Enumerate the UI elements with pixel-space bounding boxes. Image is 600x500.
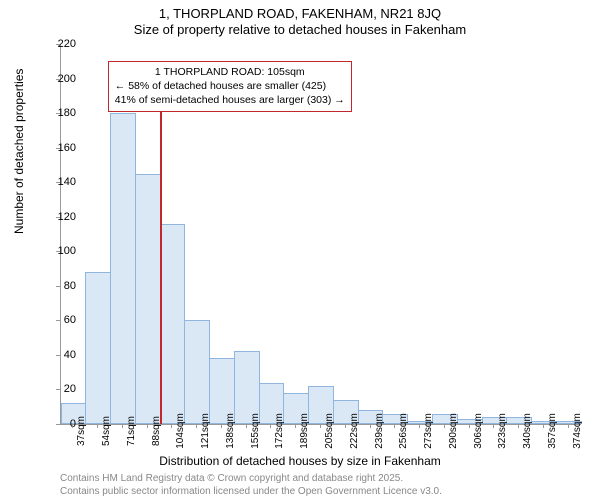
x-tick-mark	[122, 424, 123, 428]
x-tick-label: 121sqm	[200, 413, 211, 449]
y-tick-label: 80	[46, 280, 76, 292]
x-tick-mark	[419, 424, 420, 428]
x-tick-mark	[370, 424, 371, 428]
x-tick-mark	[568, 424, 569, 428]
x-tick-label: 172sqm	[274, 413, 285, 449]
x-tick-label: 374sqm	[572, 413, 583, 449]
y-tick-label: 220	[46, 38, 76, 50]
bar	[110, 113, 136, 424]
x-tick-label: 290sqm	[448, 413, 459, 449]
y-tick-mark	[56, 320, 60, 321]
x-tick-mark	[270, 424, 271, 428]
footnote-line-2: Contains public sector information licen…	[60, 486, 442, 499]
x-tick-label: 189sqm	[299, 413, 310, 449]
x-tick-mark	[469, 424, 470, 428]
y-tick-mark	[56, 182, 60, 183]
x-tick-label: 138sqm	[225, 413, 236, 449]
x-tick-label: 256sqm	[398, 413, 409, 449]
annotation-line-3: 41% of semi-detached houses are larger (…	[115, 93, 345, 107]
x-tick-label: 88sqm	[151, 416, 162, 446]
y-tick-label: 160	[46, 142, 76, 154]
annotation-box: 1 THORPLAND ROAD: 105sqm ← 58% of detach…	[108, 61, 352, 112]
x-tick-mark	[147, 424, 148, 428]
x-tick-label: 205sqm	[324, 413, 335, 449]
y-tick-mark	[56, 286, 60, 287]
reference-marker-line	[160, 71, 162, 424]
bar	[85, 272, 111, 424]
x-tick-mark	[345, 424, 346, 428]
x-tick-label: 222sqm	[349, 413, 360, 449]
x-tick-label: 323sqm	[497, 413, 508, 449]
x-tick-mark	[97, 424, 98, 428]
x-tick-label: 340sqm	[522, 413, 533, 449]
x-tick-label: 306sqm	[473, 413, 484, 449]
x-tick-mark	[246, 424, 247, 428]
footnote: Contains HM Land Registry data © Crown c…	[60, 473, 442, 498]
x-tick-mark	[72, 424, 73, 428]
x-tick-label: 104sqm	[175, 413, 186, 449]
x-tick-mark	[394, 424, 395, 428]
y-tick-mark	[56, 389, 60, 390]
y-tick-label: 120	[46, 211, 76, 223]
y-tick-mark	[56, 424, 60, 425]
x-tick-mark	[444, 424, 445, 428]
y-tick-mark	[56, 355, 60, 356]
x-tick-label: 71sqm	[126, 416, 137, 446]
y-tick-mark	[56, 251, 60, 252]
y-tick-label: 60	[46, 314, 76, 326]
x-tick-mark	[295, 424, 296, 428]
x-axis-label: Distribution of detached houses by size …	[0, 454, 600, 468]
x-tick-mark	[493, 424, 494, 428]
y-tick-mark	[56, 148, 60, 149]
y-tick-mark	[56, 44, 60, 45]
x-tick-label: 54sqm	[101, 416, 112, 446]
chart-title-sub: Size of property relative to detached ho…	[0, 22, 600, 37]
bar	[160, 224, 186, 424]
bar	[135, 174, 161, 424]
x-tick-label: 357sqm	[547, 413, 558, 449]
x-tick-label: 37sqm	[76, 416, 87, 446]
bar	[184, 320, 210, 424]
x-tick-mark	[221, 424, 222, 428]
y-tick-mark	[56, 217, 60, 218]
x-tick-label: 239sqm	[374, 413, 385, 449]
y-tick-mark	[56, 113, 60, 114]
y-tick-label: 40	[46, 349, 76, 361]
y-tick-label: 200	[46, 73, 76, 85]
x-tick-mark	[196, 424, 197, 428]
plot-area: 1 THORPLAND ROAD: 105sqm ← 58% of detach…	[60, 44, 581, 425]
x-tick-mark	[320, 424, 321, 428]
x-tick-label: 273sqm	[423, 413, 434, 449]
x-tick-mark	[171, 424, 172, 428]
chart-title-main: 1, THORPLAND ROAD, FAKENHAM, NR21 8JQ	[0, 6, 600, 21]
y-tick-mark	[56, 79, 60, 80]
footnote-line-1: Contains HM Land Registry data © Crown c…	[60, 473, 442, 486]
y-tick-label: 100	[46, 245, 76, 257]
y-axis-label: Number of detached properties	[12, 69, 26, 234]
y-tick-label: 20	[46, 383, 76, 395]
x-tick-label: 155sqm	[250, 413, 261, 449]
y-tick-label: 140	[46, 176, 76, 188]
x-tick-mark	[518, 424, 519, 428]
annotation-line-1: 1 THORPLAND ROAD: 105sqm	[115, 65, 345, 79]
x-tick-mark	[543, 424, 544, 428]
histogram-chart: 1, THORPLAND ROAD, FAKENHAM, NR21 8JQ Si…	[0, 0, 600, 500]
annotation-line-2: ← 58% of detached houses are smaller (42…	[115, 79, 345, 93]
y-tick-label: 180	[46, 107, 76, 119]
